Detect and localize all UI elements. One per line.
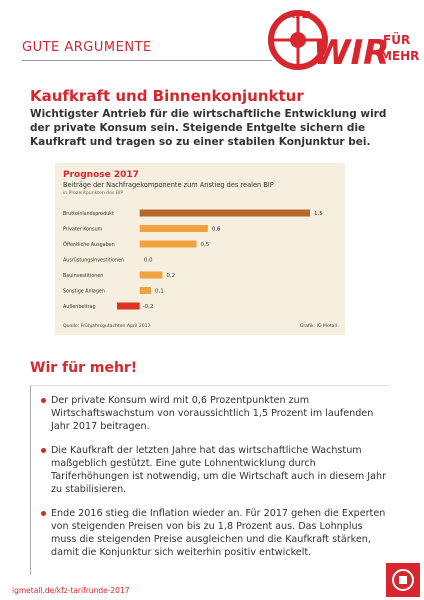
value-label: 0,0 <box>144 258 153 264</box>
bar <box>139 240 197 248</box>
category-label: Bauinvestitionen <box>63 273 103 279</box>
value-label: 0,6 <box>212 227 221 233</box>
bar <box>139 287 152 294</box>
footer-logo <box>386 563 420 597</box>
unit-note: in Prozentpunkten des BIP <box>63 190 123 196</box>
rule <box>22 60 272 61</box>
logo-fuer: FÜR <box>383 32 410 47</box>
value-label: 0,1 <box>155 289 164 295</box>
chart-subtitle: Beiträge der Nachfragekomponente zum Ans… <box>63 181 274 189</box>
bar <box>139 225 208 232</box>
category-label: Außenbeitrag <box>63 304 96 310</box>
logo-mehr: MEHR <box>380 49 419 63</box>
chart: Prognose 2017 Beiträge der Nachfragekomp… <box>55 163 345 335</box>
value-label: 0,2 <box>166 273 175 279</box>
logo-kfz: KFZ <box>288 10 311 21</box>
heading: Kaufkraft und Binnenkonjunktur <box>30 87 304 105</box>
bullet: Die Kaufkraft der letzten Jahre hat das … <box>41 444 390 496</box>
chart-title: Prognose 2017 <box>63 170 139 180</box>
bar <box>139 271 163 279</box>
category-label: Sonstige Anlagen <box>63 289 105 295</box>
chart-background <box>55 163 345 335</box>
category-label: Ausrüstungsinvestitionen <box>63 258 124 264</box>
heading: Wir für mehr! <box>30 360 138 376</box>
value-label: -0,2 <box>143 304 154 310</box>
intro: Wichtigster Antrieb für die wirtschaftli… <box>30 108 387 148</box>
bullet-list: Der private Konsum wird mit 0,6 Prozentp… <box>30 385 390 575</box>
footer-url: igmetall.de/kfz-tarifrunde-2017 <box>12 586 130 595</box>
logo: KFZ WIR FÜR MEHR <box>268 10 419 73</box>
bullet: Der private Konsum wird mit 0,6 Prozentp… <box>41 394 390 433</box>
value-label: 0,5 <box>200 242 209 248</box>
category-label: Bruttoinlandsprodukt <box>63 211 114 217</box>
bar <box>117 302 140 310</box>
value-label: 1,5 <box>314 211 323 217</box>
bullet: Ende 2016 stieg die Inflation wieder an.… <box>41 507 390 559</box>
source: Quelle: Frühjahrsgutachten April 2017 <box>63 323 151 329</box>
category-label: Privater Konsum <box>63 227 103 233</box>
category-label: Öffentliche Ausgaben <box>63 241 115 248</box>
section-label: GUTE ARGUMENTE <box>22 40 152 55</box>
logo-wir: WIR <box>313 33 389 73</box>
credit: Grafik: IG Metall <box>300 323 337 329</box>
bar <box>139 209 310 217</box>
